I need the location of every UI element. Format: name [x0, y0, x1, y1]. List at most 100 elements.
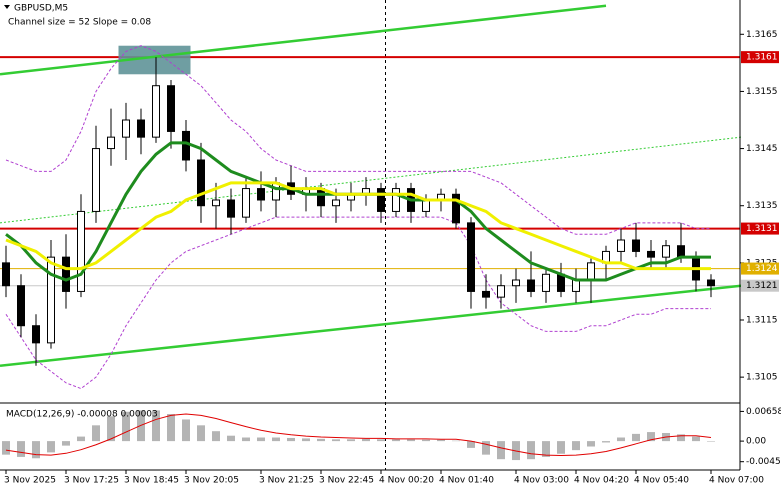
candle-body: [587, 262, 595, 281]
candle-body: [107, 136, 115, 150]
candle-body: [617, 239, 625, 252]
candle-body: [92, 148, 100, 212]
candle-body: [512, 279, 520, 287]
candle-body: [257, 188, 265, 201]
candle-body: [242, 188, 250, 218]
macd-bar: [227, 435, 235, 442]
title-icon: [4, 5, 10, 9]
macd-bar: [347, 439, 355, 442]
x-tick-label: 3 Nov 17:25: [64, 476, 119, 486]
level-label: 1.3161: [746, 53, 778, 63]
candle-body: [422, 199, 430, 212]
candle-body: [122, 119, 130, 138]
candle-body: [677, 245, 685, 258]
candle-body: [62, 256, 70, 292]
candle-body: [77, 210, 85, 292]
macd-bar: [647, 432, 655, 442]
candle-body: [482, 290, 490, 298]
candle-body: [662, 245, 670, 258]
macd-bar: [407, 439, 415, 442]
x-tick-label: 4 Nov 07:00: [709, 476, 764, 486]
macd-bar: [92, 425, 100, 442]
macd-bar: [302, 438, 310, 442]
macd-bar: [542, 441, 550, 457]
y-tick-label: 0.00: [746, 437, 766, 447]
candle-body: [227, 199, 235, 218]
macd-bar: [617, 437, 625, 442]
macd-bar: [32, 441, 40, 459]
macd-bar: [287, 437, 295, 442]
macd-bar: [62, 441, 70, 446]
y-tick-label: -0.00456: [746, 457, 781, 467]
candle-body: [467, 222, 475, 292]
level-label-box: [741, 51, 779, 64]
candle-body: [17, 285, 25, 327]
candle-body: [2, 262, 10, 287]
channel-line: [0, 284, 742, 367]
candle-body: [317, 188, 325, 207]
candle-body: [632, 239, 640, 252]
macd-bar: [272, 437, 280, 442]
moving-average: [5, 181, 711, 271]
candle-body: [47, 256, 55, 344]
y-tick-label: 1.3145: [746, 144, 778, 154]
overlay-layer: 1.3161 1.3131 1.3124 1.3121: [741, 51, 779, 292]
y-tick-label: 1.3135: [746, 201, 778, 211]
x-tick-label: 4 Nov 01:40: [439, 476, 494, 486]
candle-body: [497, 285, 505, 298]
x-tick-label: 3 Nov 20:05: [184, 476, 239, 486]
level-label-box: [741, 222, 779, 235]
candle-body: [527, 279, 535, 292]
chart-title: GBPUSD,M5: [14, 4, 68, 14]
candle-body: [197, 159, 205, 207]
macd-bar: [707, 441, 715, 442]
x-tick-label: 4 Nov 04:20: [574, 476, 629, 486]
candle-body: [212, 199, 220, 207]
candle-body: [572, 279, 580, 292]
macd-bar: [437, 439, 445, 442]
macd-bar: [122, 411, 130, 442]
main-layer: [0, 4, 742, 461]
candle-body: [152, 85, 160, 138]
macd-bar: [107, 416, 115, 442]
macd-bar: [212, 431, 220, 442]
macd-signal: [5, 413, 712, 457]
macd-bar: [77, 436, 85, 442]
macd-bar: [167, 414, 175, 442]
candle-body: [377, 188, 385, 212]
macd-bar: [257, 437, 265, 442]
candle-body: [557, 273, 565, 292]
macd-bar: [197, 425, 205, 442]
y-tick-label: 1.3165: [746, 30, 778, 40]
macd-bar: [557, 441, 565, 454]
band-upper: [5, 45, 711, 235]
candle-body: [452, 193, 460, 224]
macd-bar: [362, 438, 370, 442]
macd-bar: [242, 437, 250, 442]
y-tick-label: 0.00658: [746, 407, 781, 417]
channel-line: [0, 4, 607, 76]
macd-bar: [2, 441, 10, 455]
y-tick-label: 1.3115: [746, 316, 778, 326]
macd-bar: [482, 441, 490, 455]
macd-bar: [377, 439, 385, 442]
macd-bar: [317, 438, 325, 442]
x-tick-label: 4 Nov 05:40: [634, 476, 689, 486]
macd-bar: [572, 441, 580, 451]
candle-body: [707, 279, 715, 287]
macd-bar: [332, 439, 340, 442]
candle-body: [182, 130, 190, 161]
macd-bar: [587, 441, 595, 447]
macd-bar: [467, 441, 475, 448]
macd-bar: [452, 440, 460, 442]
macd-bar: [497, 441, 505, 460]
candle-body: [392, 188, 400, 212]
candle-body: [32, 325, 40, 344]
candle-body: [332, 199, 340, 207]
candle-body: [167, 85, 175, 132]
level-label-box: [741, 262, 779, 275]
band-lower: [5, 216, 711, 390]
channel-line: [0, 136, 742, 224]
